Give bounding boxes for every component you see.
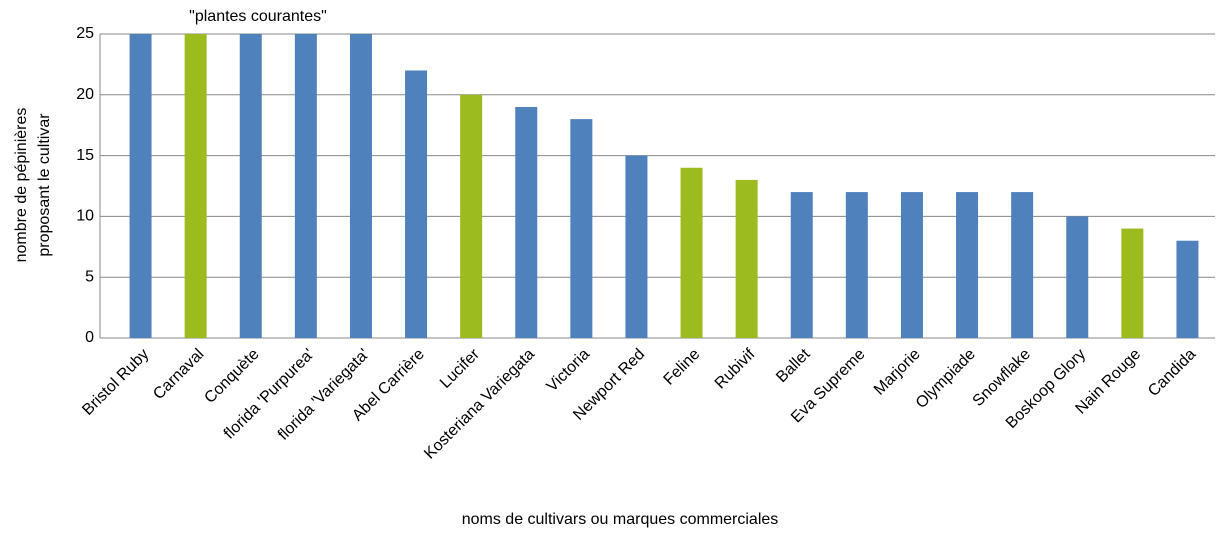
- y-tick-label: 0: [85, 329, 94, 346]
- bar: [900, 192, 923, 338]
- x-tick-label: Kosteriana Variegata: [421, 346, 538, 463]
- x-tick-label: Carnaval: [150, 346, 207, 403]
- bar: [184, 34, 207, 338]
- bar: [1176, 240, 1199, 338]
- bar: [625, 155, 648, 338]
- bar: [1011, 192, 1034, 338]
- y-tick-label: 20: [76, 86, 94, 103]
- bar: [349, 34, 372, 338]
- bar: [1066, 216, 1089, 338]
- x-tick-label: Marjorie: [871, 346, 924, 399]
- x-tick-label: florida 'Variegata': [275, 346, 373, 444]
- x-tick-label: Ballet: [773, 345, 814, 386]
- y-tick-label: 5: [85, 268, 94, 285]
- bar: [680, 167, 703, 338]
- bar: [956, 192, 979, 338]
- y-axis-label: proposant le cultivar: [36, 113, 53, 257]
- x-tick-label: Victoria: [544, 346, 594, 396]
- y-tick-label: 15: [76, 147, 94, 164]
- x-tick-label: Candida: [1145, 346, 1199, 400]
- bar: [129, 34, 152, 338]
- x-axis-label: noms de cultivars ou marques commerciale…: [462, 511, 779, 528]
- bar: [735, 179, 758, 338]
- bar: [790, 192, 813, 338]
- y-tick-label: 10: [76, 208, 94, 225]
- x-tick-label: Olympiade: [913, 346, 979, 412]
- x-tick-label: Feline: [661, 346, 704, 389]
- x-tick-label: Lucifer: [437, 345, 483, 391]
- y-tick-label: 25: [76, 25, 94, 42]
- y-axis-label: nombre de pépinières: [13, 108, 30, 263]
- bar: [239, 34, 262, 338]
- bar: [845, 192, 868, 338]
- annotation: "plantes courantes": [189, 8, 327, 25]
- bar: [294, 34, 317, 338]
- bar: [570, 119, 593, 339]
- bar: [460, 94, 483, 338]
- bar: [515, 106, 538, 339]
- x-tick-label: Rubivif: [712, 345, 759, 392]
- x-tick-label: Bristol Ruby: [79, 346, 152, 419]
- bar: [405, 70, 428, 338]
- bar: [1121, 228, 1144, 338]
